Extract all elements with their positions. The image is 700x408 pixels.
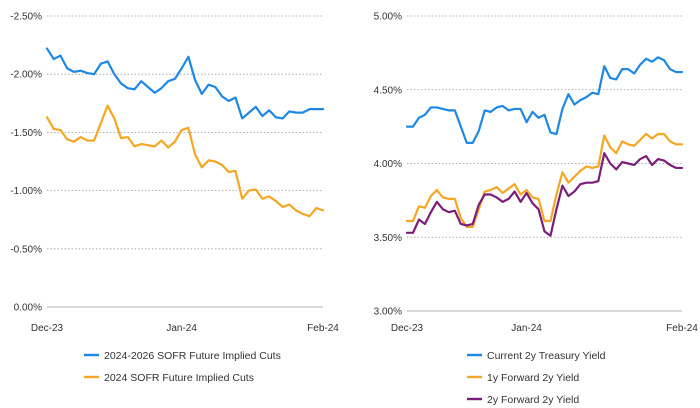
- x-tick-label: Feb-24: [666, 323, 698, 334]
- series-line: [405, 152, 684, 237]
- y-tick-label: -1.50%: [10, 128, 42, 139]
- series-line: [45, 47, 325, 120]
- series-1: [405, 132, 684, 229]
- y-tick-label: -2.00%: [10, 70, 42, 81]
- series-2: [405, 152, 684, 237]
- legend-item: 2024-2026 SOFR Future Implied Cuts: [84, 350, 281, 362]
- treasury-yield-chart: 5.00% 4.50% 4.00% 3.50% 3.00% Dec-23 Jan-24 Feb…: [374, 12, 699, 406]
- sofr-implied-cuts-chart: -2.50% -2.00% -1.50% -1.00% -0.50% 0.00% Dec-2…: [10, 12, 339, 384]
- legend-label: 2y Forward 2y Yield: [487, 394, 579, 406]
- y-tick-label: -2.50%: [10, 12, 42, 23]
- x-tick-label: Dec-23: [31, 323, 64, 334]
- series-line: [405, 56, 684, 144]
- y-tick-label: 4.00%: [374, 159, 402, 170]
- x-tick-label: Dec-23: [391, 323, 424, 334]
- legend-label: 1y Forward 2y Yield: [487, 372, 579, 384]
- legend-item: 1y Forward 2y Yield: [467, 372, 579, 384]
- series-0: [45, 47, 325, 120]
- legend-item: Current 2y Treasury Yield: [467, 350, 606, 362]
- y-tick-label: 4.50%: [374, 85, 402, 96]
- x-tick-label: Jan-24: [511, 323, 542, 334]
- y-tick-label: 0.00%: [14, 303, 42, 314]
- legend-item: 2024 SOFR Future Implied Cuts: [84, 372, 254, 384]
- y-tick-label: -0.50%: [10, 244, 42, 255]
- y-tick-label: 3.50%: [374, 233, 402, 244]
- y-tick-label: 3.00%: [374, 307, 402, 318]
- legend-item: 2y Forward 2y Yield: [467, 394, 579, 406]
- y-tick-label: -1.00%: [10, 186, 42, 197]
- legend-label: 2024-2026 SOFR Future Implied Cuts: [104, 350, 281, 362]
- legend-label: Current 2y Treasury Yield: [487, 350, 606, 362]
- series-1: [45, 104, 325, 218]
- series-line: [45, 104, 325, 218]
- legend-label: 2024 SOFR Future Implied Cuts: [104, 372, 254, 384]
- x-tick-label: Feb-24: [307, 323, 339, 334]
- y-tick-label: 5.00%: [374, 12, 402, 23]
- series-0: [405, 56, 684, 144]
- x-tick-label: Jan-24: [166, 323, 197, 334]
